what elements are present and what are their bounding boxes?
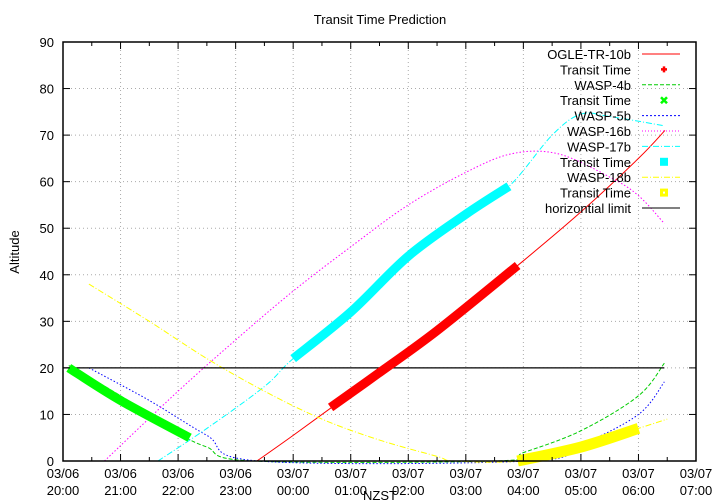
y-tick-label: 10 [40,407,54,422]
transit-band-wasp-18b [516,423,641,467]
legend-cross-marker [660,96,668,105]
transit-band-ogle-tr-10b [327,261,521,412]
series-line-wasp-16b [104,150,665,462]
series-layer [63,112,668,467]
x-axis-label: NZST [363,488,397,503]
x-tick-date: 03/06 [219,466,252,481]
y-tick-label: 70 [40,128,54,143]
axis-ticks: 0 10 20 30 40 50 60 70 80 90 03/06 20:00 03/06 21:00 0… [40,35,713,498]
x-tick-time: 23:00 [219,483,252,498]
series-line-wasp-18b [88,283,668,463]
legend-label: OGLE-TR-10b [547,47,631,62]
legend-label: Transit Time [560,186,631,201]
y-axis-label: Altitude [7,230,22,273]
x-tick-time: 21:00 [104,483,137,498]
y-tick-label: 20 [40,361,54,376]
y-tick-label: 40 [40,268,54,283]
legend-label: WASP-4b [574,78,631,93]
y-tick-label: 0 [47,454,54,469]
legend-label: horizontial limit [545,201,631,216]
y-tick-label: 50 [40,221,54,236]
x-tick-date: 03/07 [450,466,483,481]
x-tick-date: 03/07 [680,466,713,481]
x-tick-time: 02:00 [392,483,425,498]
chart-title: Transit Time Prediction [314,12,446,27]
x-tick-date: 03/07 [277,466,310,481]
x-tick-time: 22:00 [162,483,195,498]
legend-label: WASP-17b [567,139,631,154]
y-tick-label: 60 [40,175,54,190]
y-tick-label: 80 [40,82,54,97]
legend-label: WASP-16b [567,124,631,139]
x-tick-date: 03/07 [334,466,367,481]
series-line-wasp-5b [88,367,665,465]
y-tick-label: 90 [40,35,54,50]
legend-label: WASP-5b [574,109,631,124]
legend-label: Transit Time [560,93,631,108]
x-tick-time: 06:00 [622,483,655,498]
legend-label: Transit Time [560,62,631,77]
y-tick-label: 30 [40,314,54,329]
x-tick-date: 03/07 [622,466,655,481]
legend-label: Transit Time [560,155,631,170]
x-tick-date: 03/07 [392,466,425,481]
x-tick-time: 03:00 [450,483,483,498]
x-tick-time: 00:00 [277,483,310,498]
legend-label: WASP-18b [567,170,631,185]
x-tick-time: 01:00 [334,483,367,498]
x-tick-time: 20:00 [47,483,80,498]
x-tick-date: 03/07 [565,466,598,481]
x-tick-time: 07:00 [680,483,713,498]
legend-square-center [663,191,665,194]
x-tick-date: 03/06 [162,466,195,481]
transit-band-wasp-17b [290,182,512,363]
transit-band-wasp-4b [66,364,192,442]
legend-plus-marker [661,66,667,73]
x-tick-date: 03/07 [507,466,540,481]
legend-square-marker [660,157,668,166]
x-tick-date: 03/06 [104,466,137,481]
x-tick-time: 05:00 [565,483,598,498]
x-tick-date: 03/06 [47,466,80,481]
x-tick-time: 04:00 [507,483,540,498]
